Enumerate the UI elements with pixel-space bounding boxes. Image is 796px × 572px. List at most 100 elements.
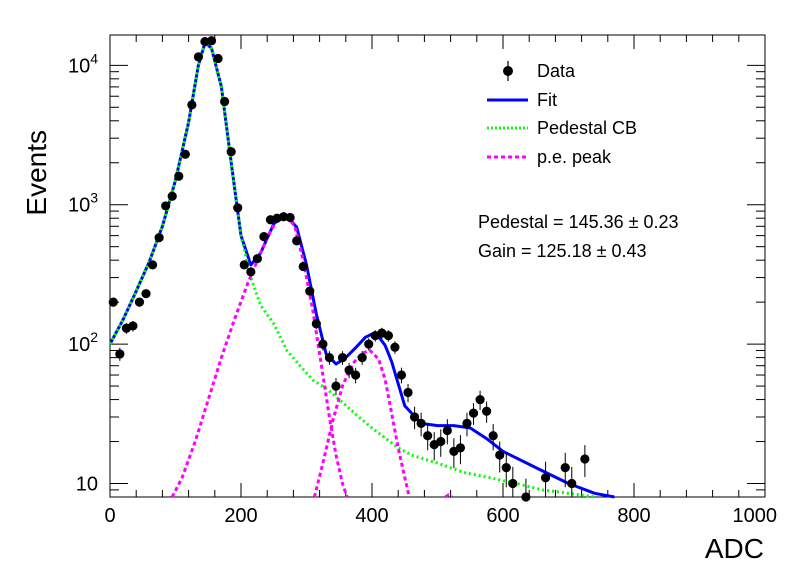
y-tick-label: 103 [68,190,98,217]
data-point-marker [233,203,243,213]
data-point-marker [134,297,145,307]
data-point-marker [495,450,505,460]
x-tick-label: 1000 [733,505,778,527]
data-point-marker [416,418,426,428]
data-point-marker [174,171,184,181]
legend-label-pe-peak: p.e. peak [537,147,612,167]
legend-label-pedestal: Pedestal CB [537,118,637,138]
data-point-marker [436,436,446,447]
legend-label-data: Data [537,61,576,81]
data-point [364,338,374,351]
data-point-marker [508,478,518,489]
data-point-marker [409,412,420,422]
annotation-gain: Gain = 125.18 ± 0.43 [478,241,647,261]
data-point-marker [423,431,433,441]
series-line-p-e-peak-1 [170,214,349,498]
data-point [174,171,184,181]
data-point-marker [147,260,158,270]
data-point [337,351,348,365]
data-point-marker [403,387,413,398]
data-point-marker [351,370,361,380]
data-point [423,424,433,451]
data-point [147,260,158,270]
data-point-marker [324,353,335,363]
data-point-marker [501,463,511,473]
legend-item-data: Data [503,61,576,81]
data-point-marker [161,201,171,211]
data-point-marker [462,418,472,428]
data-point [540,461,551,497]
data-point-marker [521,492,531,502]
data-point [134,297,145,307]
data-point [396,367,407,384]
data-point-marker [390,342,400,352]
data-point [108,297,118,307]
data-point-marker [220,96,230,107]
data-points [108,36,590,502]
data-point [206,36,217,46]
data-point-marker [396,370,407,380]
data-point [167,191,177,201]
series-layer [108,41,615,499]
data-point-marker [488,431,498,441]
data-point [508,466,518,497]
x-tick-label: 0 [104,505,115,527]
data-point [560,452,570,488]
data-point [259,232,269,242]
data-point-marker [206,36,217,46]
data-point [226,147,236,157]
data-point [351,367,361,384]
data-point [298,261,308,272]
data-point [318,338,328,351]
series-line-fit [108,41,615,499]
data-point-marker [193,52,204,62]
data-point [305,286,315,296]
x-tick-label: 600 [486,505,519,527]
data-point [567,466,577,497]
data-point-marker [285,212,295,223]
x-tick-label: 200 [224,505,257,527]
data-point [324,351,335,365]
data-point [521,478,531,502]
data-point-marker [318,339,328,349]
data-point-marker [305,286,315,296]
legend-item-pe-peak: p.e. peak [487,147,612,167]
data-point [344,363,354,379]
data-point [180,149,190,159]
data-point-marker [298,261,308,272]
data-point-marker [475,394,485,405]
data-point [482,401,492,423]
data-point [580,445,590,478]
data-point [357,351,367,365]
y-tick-labels: 10 102 103 104 [68,50,98,495]
data-point [292,236,302,246]
data-point [154,233,164,243]
data-point-marker [128,321,138,331]
data-point-marker [239,260,249,270]
data-point-marker [580,454,590,464]
data-point [193,52,204,62]
data-point-marker [357,353,367,363]
data-point-marker [292,236,302,246]
x-tick-label: 400 [355,505,388,527]
annotation-pedestal: Pedestal = 145.36 ± 0.23 [478,212,679,232]
data-point [416,412,426,437]
data-point [409,406,420,430]
data-point [475,390,485,410]
data-point-marker [468,408,479,418]
data-point-marker [337,353,348,363]
data-point-marker [154,233,164,243]
data-point [468,403,479,425]
data-point-marker [108,297,118,307]
data-point-marker [344,365,354,375]
data-point [239,260,249,270]
data-point [128,320,138,332]
x-tick-label: 800 [617,505,650,527]
data-point-marker [187,100,197,110]
data-point-marker [455,443,466,453]
data-point [501,452,511,488]
data-point [285,212,295,223]
legend-item-pedestal: Pedestal CB [487,118,637,138]
data-point-marker [567,478,577,489]
data-point [252,254,262,264]
